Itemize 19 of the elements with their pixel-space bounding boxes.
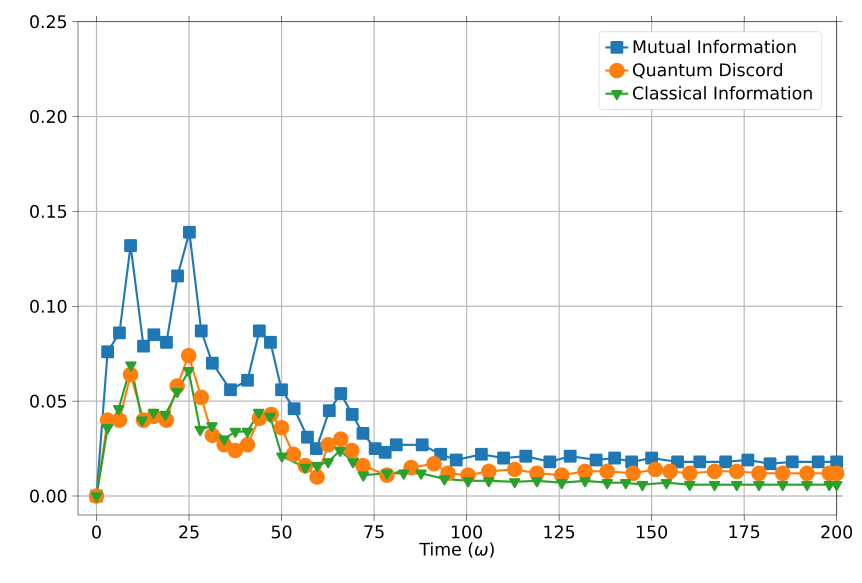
x-tick-label: 200 (821, 525, 852, 539)
x-tick-label: 0 (92, 525, 101, 539)
x-axis-title: Time (ω) (419, 542, 494, 558)
x-tick-label: 150 (636, 525, 668, 539)
y-tick-label: 0.05 (30, 394, 66, 408)
x-tick-label: 25 (179, 525, 199, 539)
y-tick-label: 0.00 (30, 489, 66, 503)
x-tick-label: 175 (730, 525, 760, 538)
x-tick-label: 75 (364, 525, 384, 538)
legend-label: Quantum Discord (632, 62, 782, 78)
legend-label: Mutual Information (634, 40, 796, 54)
x-tick-label: 125 (544, 525, 574, 539)
x-tick-label: 50 (272, 525, 292, 539)
y-tick-label: 0.15 (30, 204, 66, 218)
y-tick-label: 0.10 (30, 300, 66, 313)
y-tick-label: 0.25 (30, 15, 66, 28)
legend-label: Classical Information (632, 86, 812, 100)
x-tick-label: 100 (452, 525, 482, 539)
y-tick-label: 0.20 (30, 110, 66, 124)
